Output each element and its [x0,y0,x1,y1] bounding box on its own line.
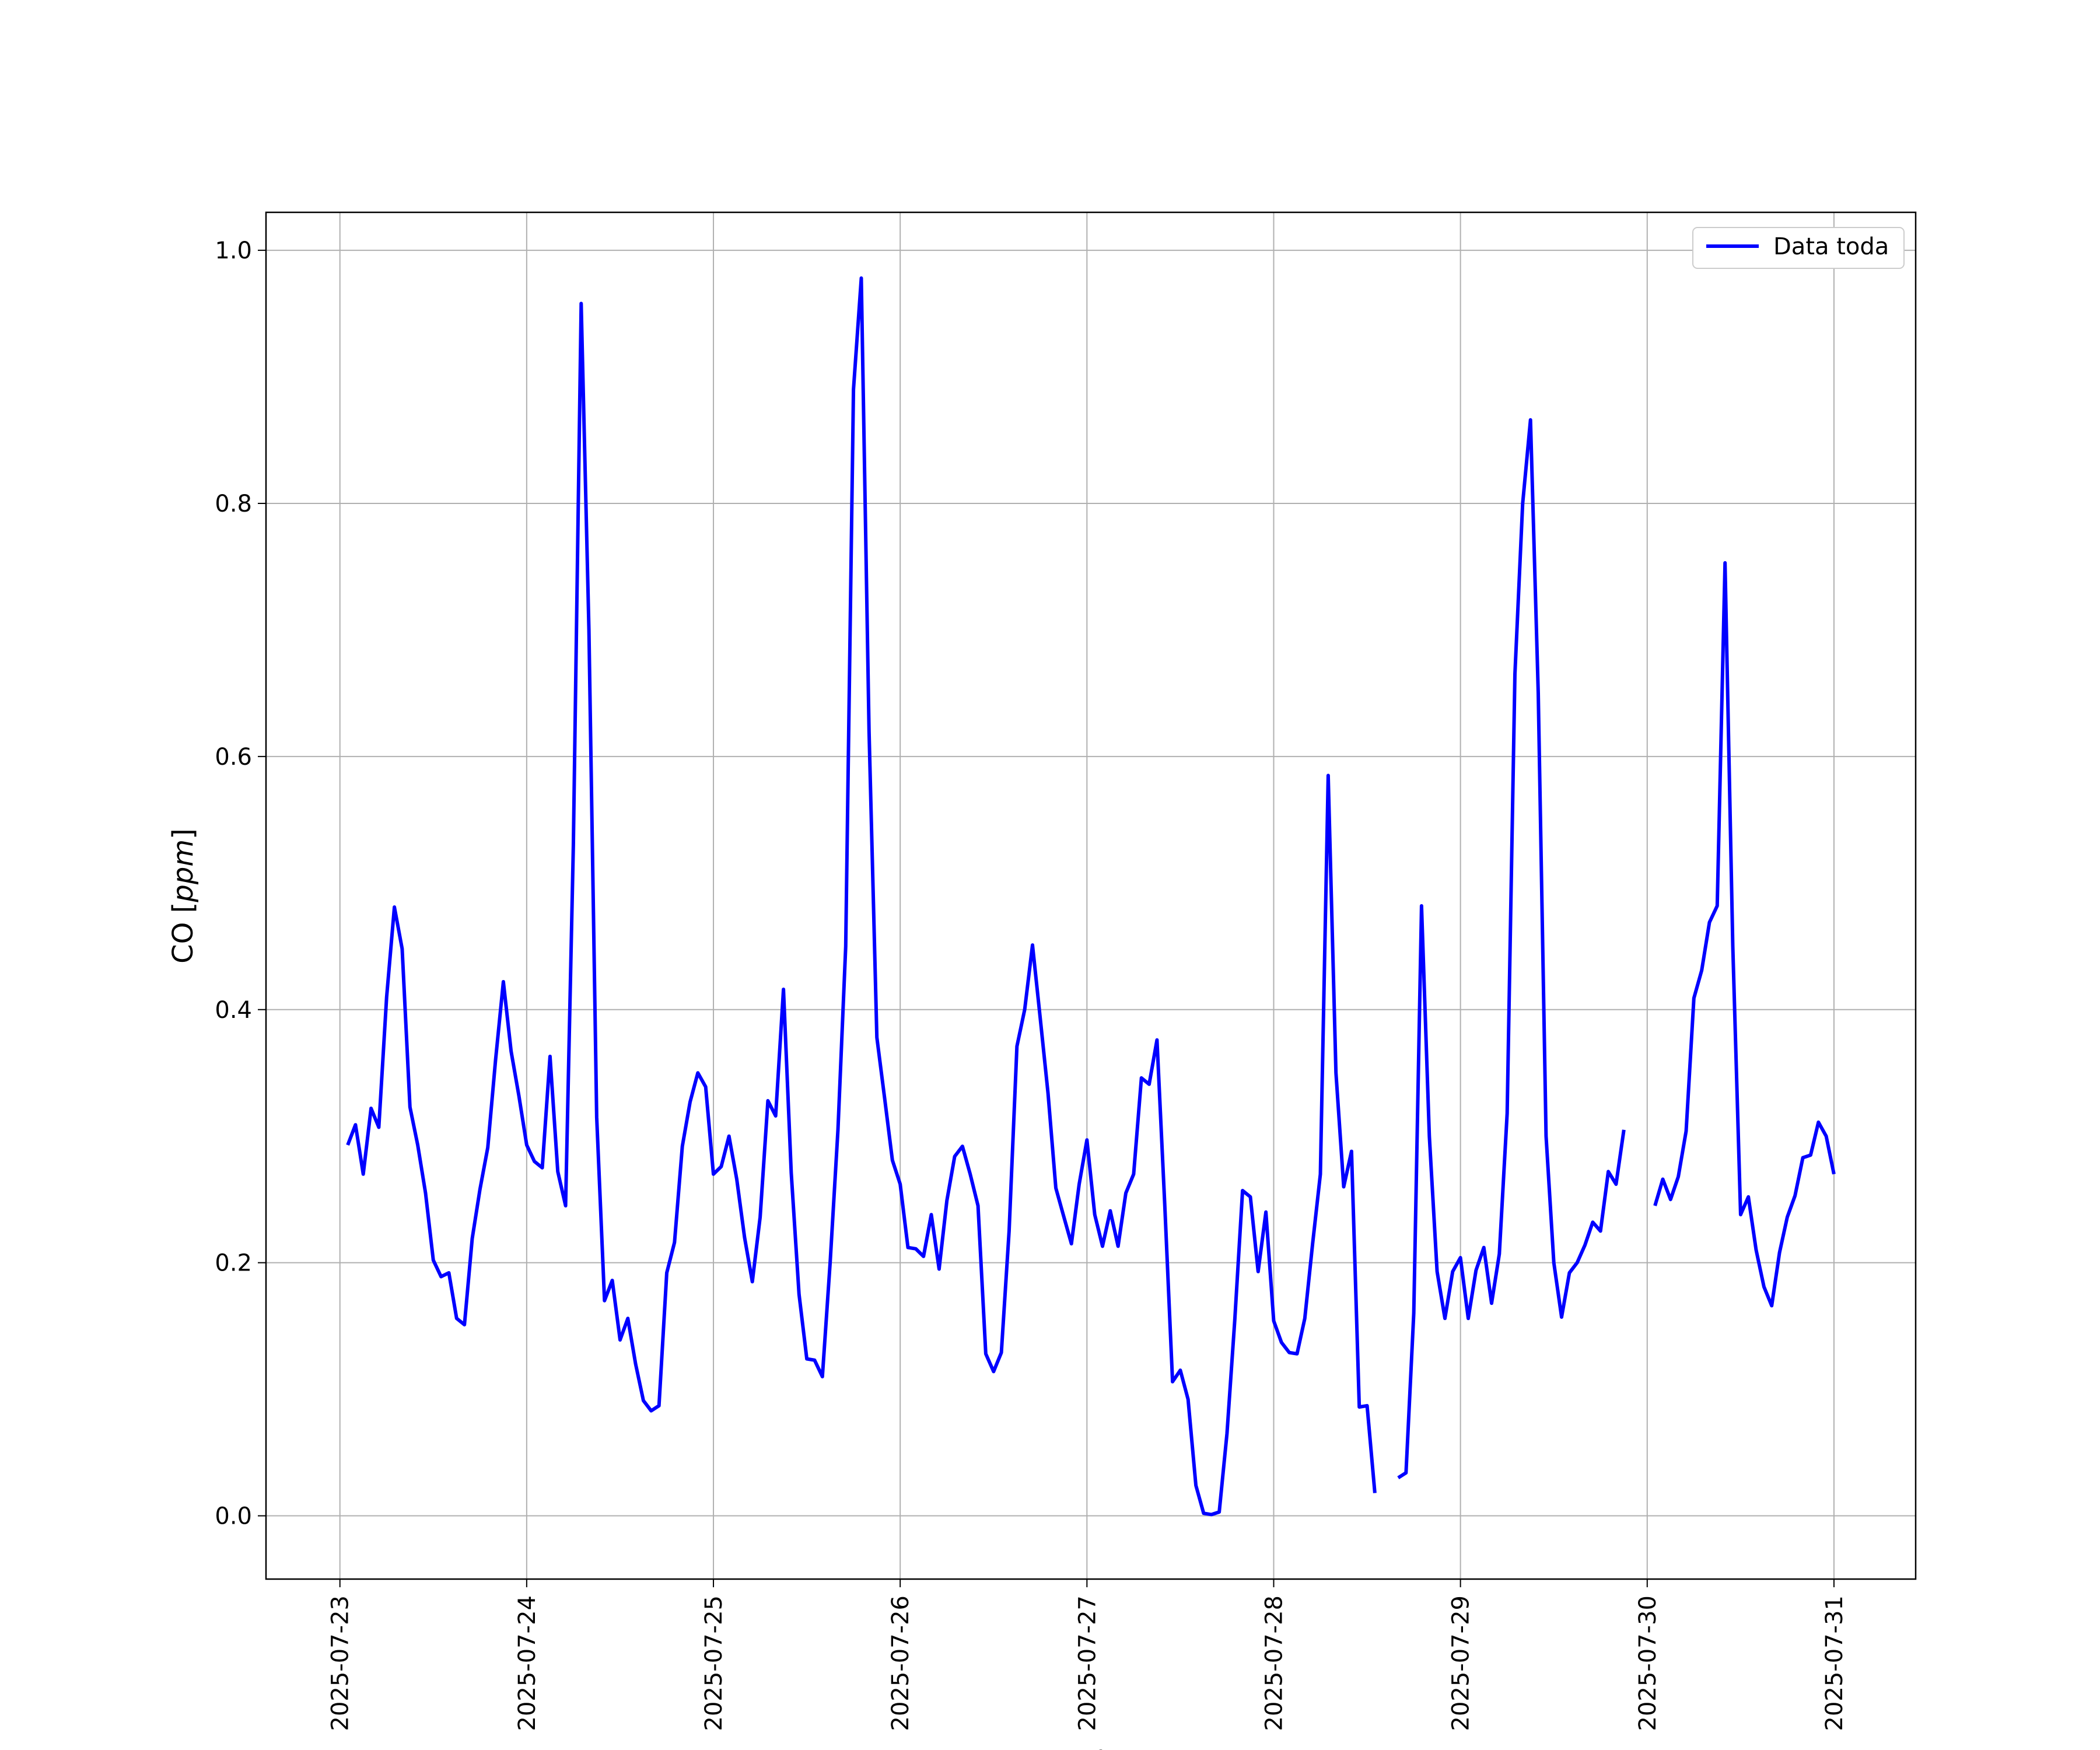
y-tick-label: 1.0 [215,237,252,264]
series-line-segment [1397,418,1626,1479]
x-tick-label: 2025-07-29 [1448,1595,1475,1731]
x-tick-label: 2025-07-25 [701,1595,727,1731]
series-line-segment [346,276,1377,1517]
x-tick-label: 2025-07-28 [1261,1595,1287,1731]
x-tick-label: 2025-07-24 [514,1595,541,1731]
x-tick-label: 2025-07-23 [327,1595,354,1731]
x-tick-label: 2025-07-30 [1634,1595,1661,1731]
x-tick-label: 2025-07-26 [887,1595,914,1731]
x-tick-label: 2025-07-31 [1821,1595,1848,1731]
y-tick-label: 0.4 [215,997,252,1024]
x-axis: 2025-07-23 2025-07-24 2025-07-25 2025-07-26… [327,1579,1848,1731]
y-tick-label: 0.2 [215,1250,252,1277]
series-line-segment [1653,561,1836,1308]
y-axis-title-text: CO [ [167,902,200,964]
y-axis-title-unit: ppm [167,839,200,903]
y-tick-label: 0.6 [215,744,252,771]
axes-frame [265,211,1917,1580]
y-axis: 0.0 0.2 0.4 0.6 0.8 1.0 [215,237,266,1530]
y-axis-title-bracket: ] [167,828,200,839]
y-tick-label: 0.8 [215,491,252,517]
legend-label-data-toda: Data toda [1773,233,1889,260]
x-axis-title: Fecha [1050,1745,1132,1750]
grid-lines [266,212,1916,1579]
y-tick-label: 0.0 [215,1503,252,1530]
legend-box [1692,227,1905,269]
legend: Data toda [1692,227,1905,269]
plot-area [346,276,1836,1517]
x-tick-label: 2025-07-27 [1074,1595,1101,1731]
y-axis-title: CO [ppm] [167,828,200,964]
